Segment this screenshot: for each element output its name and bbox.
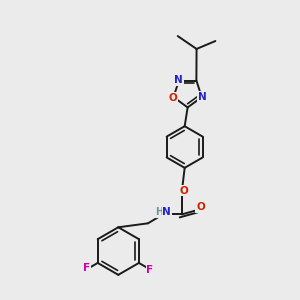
Text: O: O [179, 186, 188, 196]
Text: F: F [83, 263, 90, 273]
Text: O: O [168, 93, 177, 103]
Text: N: N [163, 207, 171, 218]
Text: N: N [174, 75, 183, 85]
Text: F: F [146, 266, 154, 275]
Text: H: H [155, 207, 163, 218]
Text: O: O [196, 202, 205, 212]
Text: N: N [198, 92, 207, 102]
